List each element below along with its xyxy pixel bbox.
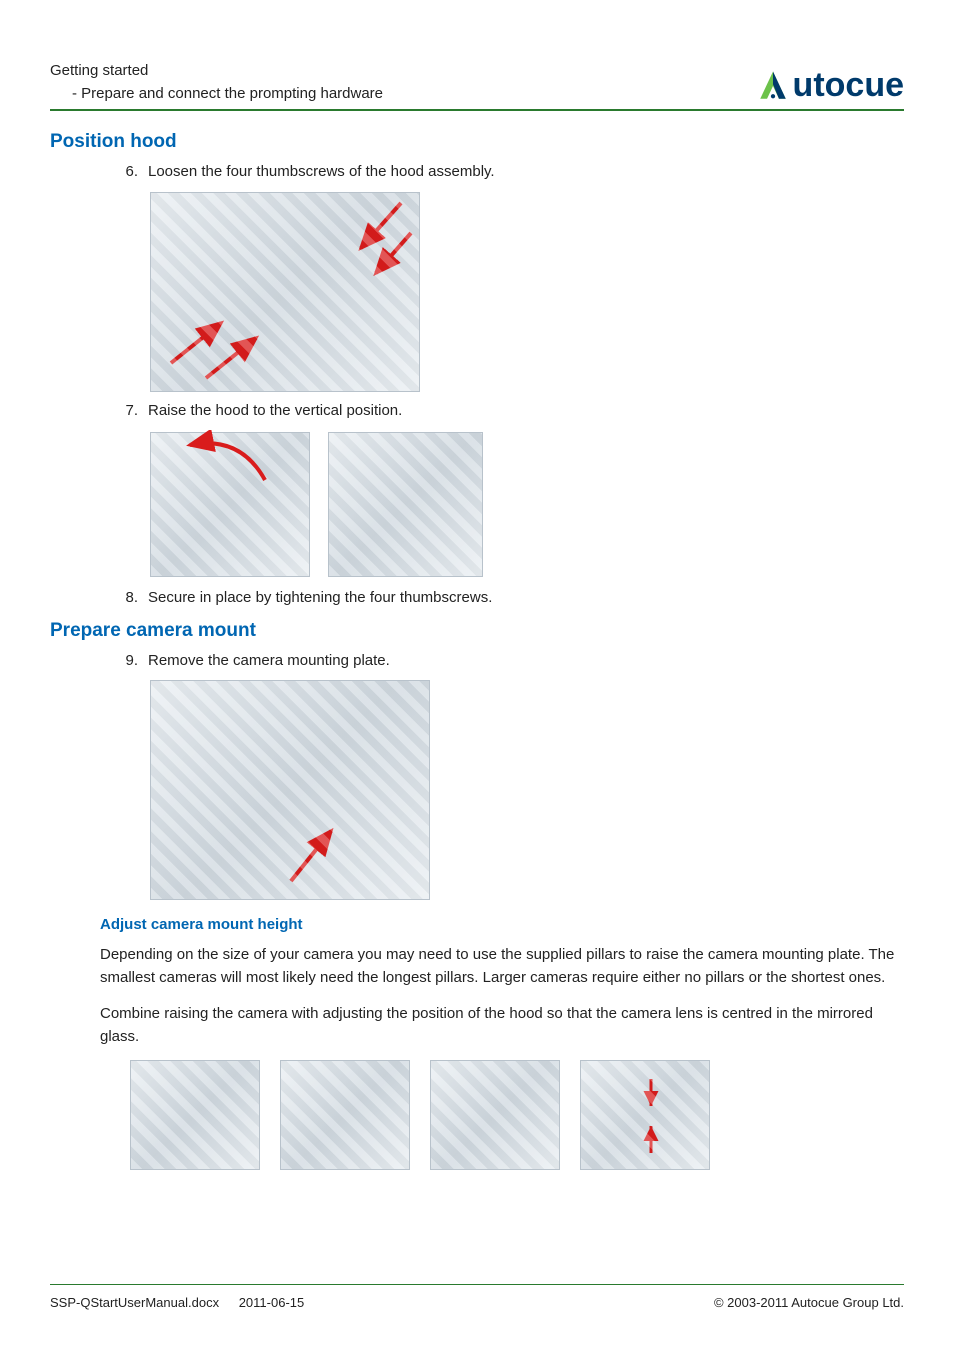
- step-7-text: Raise the hood to the vertical position.: [148, 400, 904, 423]
- step-9: 9. Remove the camera mounting plate.: [120, 650, 904, 673]
- page-footer: SSP-QStartUserManual.docx 2011-06-15 © 2…: [50, 1284, 904, 1310]
- pillar-variant-2-image: [430, 1060, 560, 1170]
- hood-lowered-wrap: [150, 432, 310, 577]
- heading-position-hood: Position hood: [50, 131, 904, 153]
- step-6: 6. Loosen the four thumbscrews of the ho…: [120, 161, 904, 184]
- header-breadcrumb: Getting started - Prepare and connect th…: [50, 60, 383, 105]
- lens-centre-arrows-icon: [581, 1061, 710, 1170]
- footer-copyright: © 2003-2011 Autocue Group Ltd.: [714, 1295, 904, 1310]
- footer-left: SSP-QStartUserManual.docx 2011-06-15: [50, 1295, 320, 1310]
- step-9-number: 9.: [120, 650, 148, 673]
- step-6-number: 6.: [120, 161, 148, 184]
- step-8-number: 8.: [120, 587, 148, 610]
- header-line-1: Getting started: [50, 60, 383, 83]
- raise-arrow-icon: [170, 430, 290, 490]
- pillar-variant-1-image: [280, 1060, 410, 1170]
- subheading-adjust-height: Adjust camera mount height: [100, 916, 904, 933]
- page: Getting started - Prepare and connect th…: [0, 0, 954, 1350]
- footer-filename: SSP-QStartUserManual.docx: [50, 1295, 219, 1310]
- figure-pillar-variants: [130, 1060, 904, 1170]
- pillar-variant-3-image: [580, 1060, 710, 1170]
- step-6-text: Loosen the four thumbscrews of the hood …: [148, 161, 904, 184]
- para-pillars: Depending on the size of your camera you…: [100, 943, 904, 990]
- callout-arrows-icon: [151, 193, 420, 392]
- page-header: Getting started - Prepare and connect th…: [50, 60, 904, 111]
- header-line-2: - Prepare and connect the prompting hard…: [50, 83, 383, 106]
- footer-date: 2011-06-15: [239, 1295, 305, 1310]
- autocue-logo: utocue: [756, 66, 904, 105]
- heading-prepare-camera-mount: Prepare camera mount: [50, 620, 904, 642]
- remove-plate-arrow-icon: [151, 681, 430, 900]
- figure-camera-mount-plate: [150, 680, 904, 900]
- step-7-number: 7.: [120, 400, 148, 423]
- step-8: 8. Secure in place by tightening the fou…: [120, 587, 904, 610]
- step-8-text: Secure in place by tightening the four t…: [148, 587, 904, 610]
- autocue-logo-text: utocue: [793, 66, 904, 105]
- figure-raise-hood: [150, 432, 904, 577]
- step-7: 7. Raise the hood to the vertical positi…: [120, 400, 904, 423]
- hood-vertical-image: [328, 432, 483, 577]
- para-centre-lens: Combine raising the camera with adjustin…: [100, 1002, 904, 1049]
- figure-hood-thumbscrews: [150, 192, 904, 392]
- step-9-text: Remove the camera mounting plate.: [148, 650, 904, 673]
- autocue-logo-icon: [756, 69, 790, 103]
- pillar-variant-0-image: [130, 1060, 260, 1170]
- camera-mount-plate-image: [150, 680, 430, 900]
- hood-thumbscrews-image: [150, 192, 420, 392]
